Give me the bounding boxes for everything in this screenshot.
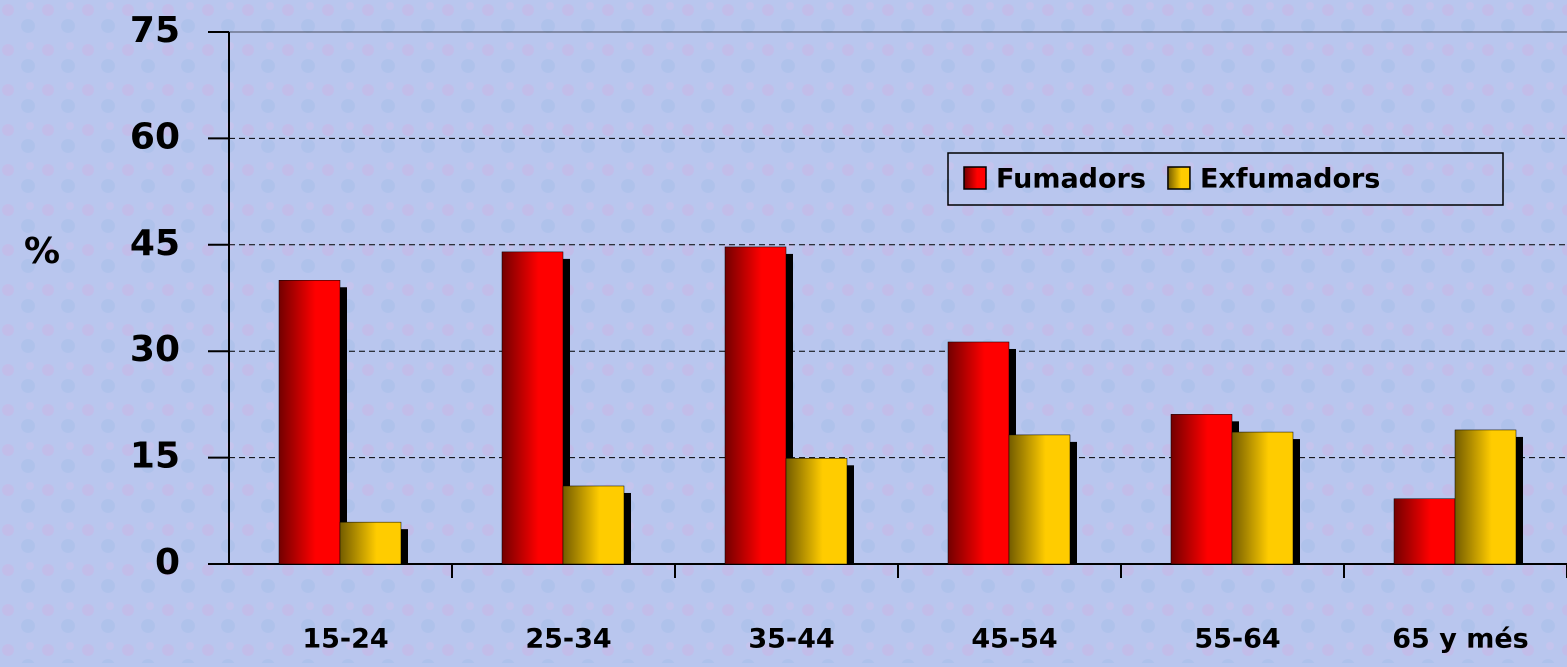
bar <box>562 485 625 565</box>
bar <box>1454 429 1517 565</box>
bar <box>1170 414 1233 565</box>
bar <box>785 458 848 565</box>
bar <box>947 341 1010 565</box>
x-tick-label: 55-64 <box>1194 624 1280 655</box>
y-tick-label: 30 <box>130 329 180 370</box>
y-tick-label: 60 <box>130 116 180 157</box>
y-tick-label: 0 <box>155 542 180 583</box>
legend-label: Exfumadors <box>1200 164 1380 195</box>
x-tick-label: 15-24 <box>302 624 388 655</box>
bar <box>724 246 787 565</box>
legend-swatch <box>963 166 987 190</box>
bar <box>501 251 564 565</box>
bar <box>278 280 341 565</box>
y-tick-label: 15 <box>130 436 180 477</box>
bar <box>1393 498 1456 565</box>
legend-box <box>947 152 1504 206</box>
y-axis-label: % <box>24 231 60 272</box>
bar <box>1008 434 1071 565</box>
x-tick-label: 65 y més <box>1392 624 1529 655</box>
y-tick-label: 45 <box>130 223 180 264</box>
x-tick-label: 25-34 <box>525 624 611 655</box>
x-tick-label: 45-54 <box>971 624 1057 655</box>
x-tick-label: 35-44 <box>748 624 834 655</box>
y-tick-label: 75 <box>130 10 180 51</box>
legend-label: Fumadors <box>996 164 1146 195</box>
legend-swatch <box>1167 166 1191 190</box>
bar <box>1231 431 1294 565</box>
bar <box>339 521 402 565</box>
